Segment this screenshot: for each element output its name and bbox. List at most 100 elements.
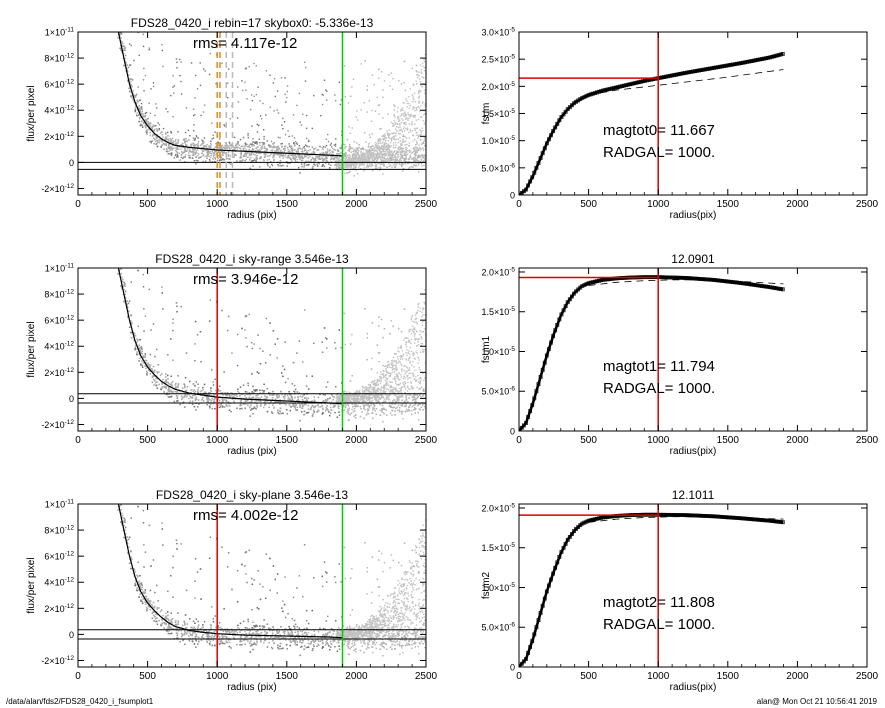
growth-marker xyxy=(724,515,729,520)
growth-marker xyxy=(745,516,750,521)
growth-marker xyxy=(572,291,576,296)
growth-marker xyxy=(737,61,741,66)
growth-marker xyxy=(686,513,691,518)
growth-marker xyxy=(590,91,595,96)
growth-marker xyxy=(772,519,777,524)
growth-marker xyxy=(689,69,693,74)
growth-markers xyxy=(519,52,785,195)
growth-marker xyxy=(597,278,601,283)
growth-marker xyxy=(770,519,775,523)
y-tick-label: 1.5×10-5 xyxy=(481,108,515,119)
y-axis-label: flux/per pixel xyxy=(26,557,37,613)
growth-marker xyxy=(705,514,710,518)
x-tick-label: 2000 xyxy=(786,435,809,446)
growth-marker xyxy=(666,512,670,517)
x-tick-label: 0 xyxy=(75,435,81,446)
growth-marker xyxy=(599,89,604,94)
growth-marker xyxy=(526,415,530,419)
growth-marker xyxy=(711,278,716,282)
growth-marker xyxy=(711,65,716,70)
growth-marker xyxy=(743,60,748,65)
growth-marker xyxy=(668,73,672,78)
y-tick-label: 1×10-11 xyxy=(45,263,75,274)
growth-marker xyxy=(682,275,687,280)
growth-marker xyxy=(578,97,583,102)
y-tick-label: 1.5×10-5 xyxy=(481,306,515,317)
x-tick-label: 1000 xyxy=(206,435,229,446)
growth-marker xyxy=(755,57,760,62)
growth-marker xyxy=(745,59,750,64)
growth-marker xyxy=(636,80,641,85)
growth-marker xyxy=(666,275,670,280)
growth-marker xyxy=(760,284,764,288)
growth-marker xyxy=(720,64,725,69)
annotation-line: magtot0= 11.667 xyxy=(603,122,715,139)
growth-marker xyxy=(584,94,589,98)
panel-title: 12.1011 xyxy=(672,488,715,502)
growth-marker xyxy=(582,520,587,525)
plot-area xyxy=(519,268,785,431)
growth-marker xyxy=(663,275,668,280)
growth-marker xyxy=(734,516,739,520)
growth-marker xyxy=(728,515,733,520)
growth-marker xyxy=(676,72,681,77)
growth-marker xyxy=(739,61,743,65)
growth-marker xyxy=(764,518,768,523)
growth-marker xyxy=(605,87,610,92)
growth-marker xyxy=(567,297,572,302)
x-tick-label: 2500 xyxy=(856,671,879,682)
growth-marker xyxy=(709,277,714,282)
growth-curve xyxy=(519,275,784,431)
growth-marker xyxy=(538,156,543,160)
growth-marker xyxy=(521,423,526,428)
growth-marker xyxy=(770,54,775,59)
growth-marker xyxy=(590,280,595,285)
growth-marker xyxy=(705,277,710,282)
y-tick-label: -2×10-12 xyxy=(41,419,74,430)
growth-marker xyxy=(590,517,595,522)
growth-marker xyxy=(755,517,760,522)
growth-marker xyxy=(764,284,768,289)
y-tick-label: 2×10-12 xyxy=(44,603,74,614)
growth-marker xyxy=(544,353,549,358)
growth-marker xyxy=(613,85,618,90)
growth-marker xyxy=(569,103,574,108)
growth-marker xyxy=(768,55,773,60)
growth-marker xyxy=(538,375,543,379)
growth-marker xyxy=(684,70,689,75)
growth-marker xyxy=(680,275,685,280)
model-curve xyxy=(588,69,784,96)
growth-marker xyxy=(597,516,601,521)
growth-marker xyxy=(678,71,683,76)
growth-marker xyxy=(532,396,537,401)
x-tick-label: 500 xyxy=(580,671,597,682)
growth-marker xyxy=(749,517,754,522)
y-tick-label: 8×10-12 xyxy=(44,525,74,536)
growth-marker xyxy=(559,550,564,554)
growth-marker xyxy=(661,75,666,79)
annotation-line: RADGAL= 1000. xyxy=(603,380,715,397)
growth-marker xyxy=(607,87,612,91)
growth-marker xyxy=(672,513,677,517)
growth-marker xyxy=(674,275,679,280)
growth-markers xyxy=(519,275,785,430)
growth-marker xyxy=(778,287,783,291)
growth-marker xyxy=(678,275,683,280)
y-tick-label: 5.0×10-6 xyxy=(481,386,515,397)
plot-area xyxy=(519,32,785,195)
growth-marker xyxy=(536,618,541,622)
growth-marker xyxy=(699,277,704,281)
x-axis-label: radius (pix) xyxy=(227,210,276,221)
growth-markers xyxy=(519,512,785,666)
plot-frame xyxy=(518,31,868,196)
growth-curve xyxy=(519,513,784,667)
y-tick-label: 0 xyxy=(510,191,515,201)
y-tick-label: 0 xyxy=(510,663,515,673)
y-tick-label: 0 xyxy=(69,630,74,640)
x-tick-label: 0 xyxy=(75,199,81,210)
growth-marker xyxy=(701,513,706,518)
growth-marker xyxy=(772,54,777,59)
growth-marker xyxy=(718,64,723,69)
growth-marker xyxy=(716,278,720,283)
growth-marker xyxy=(739,516,743,521)
